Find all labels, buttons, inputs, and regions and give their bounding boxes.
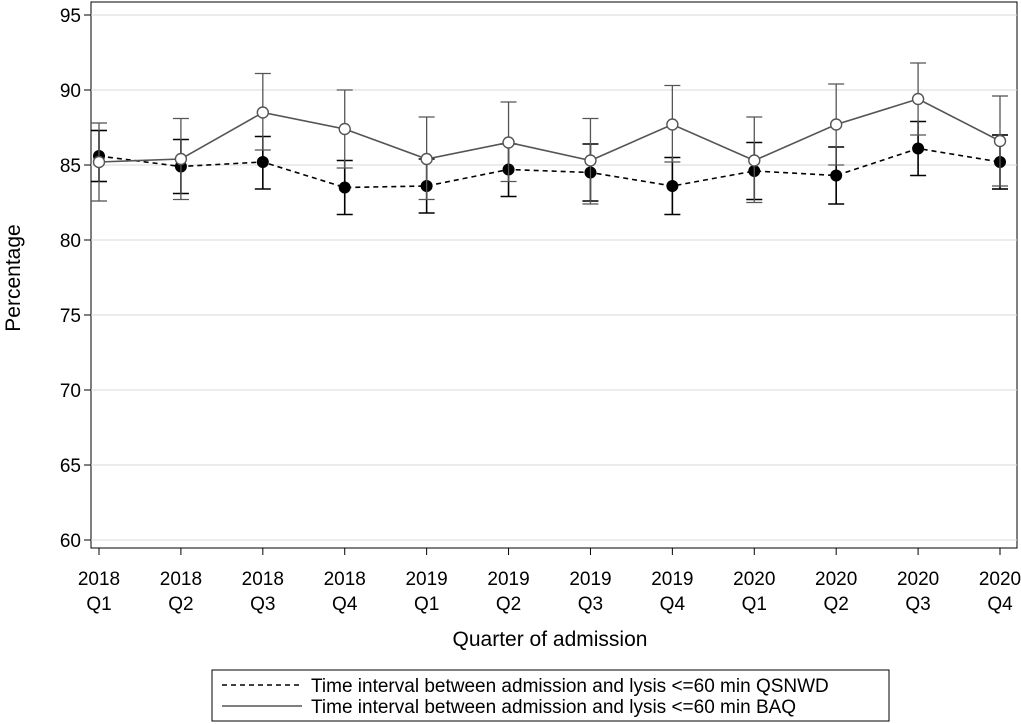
x-tick-label-year-5: 2019 [487,569,529,590]
x-tick-label-quarter-7: Q4 [660,594,686,615]
y-tick-label-75: 75 [60,306,81,327]
point-s0-3 [338,181,351,194]
point-s1-9 [829,118,843,131]
legend: Time interval between admission and lysi… [211,669,890,722]
x-tick-label-year-2: 2018 [242,569,284,590]
gridlines [91,14,1017,541]
y-tick-label-70: 70 [60,381,81,402]
x-tick-label-quarter-11: Q4 [987,594,1013,615]
x-tick-label-year-4: 2019 [405,569,447,590]
x-tick-label-year-8: 2020 [733,569,775,590]
x-tick-label-quarter-5: Q2 [496,594,521,615]
y-tick-label-90: 90 [60,81,81,102]
point-s1-4 [420,152,433,166]
legend-label-qsnwd: Time interval between admission and lysi… [311,676,829,697]
y-tick-label-60: 60 [60,531,81,552]
y-axis-title: Percentage [2,224,25,331]
point-s0-10 [912,142,925,155]
series-0 [91,120,1008,216]
point-s1-3 [338,122,351,136]
x-axis-title: Quarter of admission [453,628,648,651]
x-tick-label-year-6: 2019 [569,569,611,590]
series-line-0 [98,147,1001,189]
point-s1-5 [502,136,515,149]
point-s1-6 [584,154,597,167]
x-tick-label-quarter-1: Q2 [168,594,193,615]
x-tick-label-year-3: 2018 [324,569,366,590]
x-tick-label-year-0: 2018 [78,569,120,590]
x-tick-label-quarter-8: Q1 [742,594,767,615]
legend-box [211,669,890,722]
point-s1-10 [911,92,925,106]
point-s1-7 [666,118,679,131]
point-s1-8 [748,154,761,167]
x-tick-label-year-7: 2019 [651,569,693,590]
x-tick-label-quarter-0: Q1 [86,594,111,615]
x-tick-label-quarter-9: Q2 [824,594,849,615]
y-axis: 60 65 70 75 80 85 90 95 [60,6,91,552]
x-tick-label-quarter-4: Q1 [414,594,439,615]
point-s1-11 [993,134,1007,148]
x-tick-label-quarter-2: Q3 [250,594,275,615]
x-tick-label-year-1: 2018 [160,569,202,590]
y-tick-label-65: 65 [60,456,81,477]
x-tick-label-quarter-10: Q3 [905,594,930,615]
point-s1-2 [256,106,270,119]
point-s0-9 [830,169,843,182]
legend-label-baq: Time interval between admission and lysi… [311,697,796,718]
series-line-1 [98,98,1001,163]
x-tick-label-year-9: 2020 [815,569,857,590]
y-tick-label-95: 95 [60,6,81,27]
point-s0-7 [666,180,679,192]
plot-frame [90,1,1018,549]
x-tick-label-year-11: 2020 [979,569,1021,590]
point-s1-1 [174,152,188,166]
point-s0-2 [256,156,269,168]
point-s1-0 [92,155,106,169]
series-group [91,62,1008,216]
x-axis: 2018 Q1 2018 Q2 2018 Q3 2018 Q4 2019 Q1 2019 Q2 2019… [78,548,1021,615]
y-tick-label-80: 80 [60,231,81,252]
series-1 [91,62,1008,205]
x-tick-label-quarter-6: Q3 [578,594,603,615]
y-tick-label-85: 85 [60,156,81,177]
x-tick-label-year-10: 2020 [897,569,939,590]
x-tick-label-quarter-3: Q4 [332,594,358,615]
